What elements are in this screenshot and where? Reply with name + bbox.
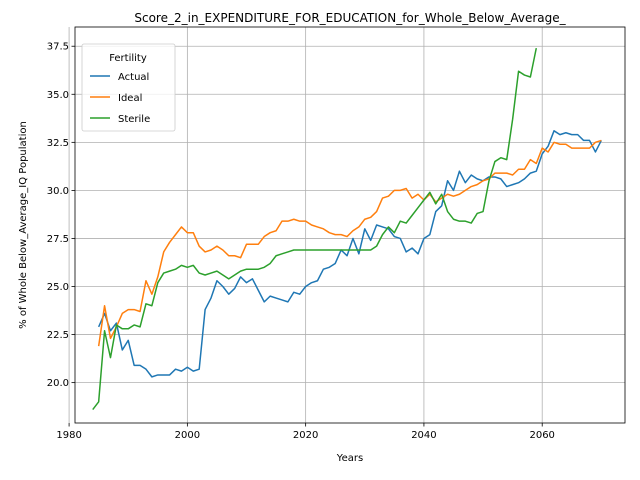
y-tick-label: 37.5 <box>47 42 69 53</box>
y-tick-label: 32.5 <box>47 138 69 149</box>
legend-box <box>81 43 176 132</box>
y-tick-label: 27.5 <box>47 234 69 245</box>
y-tick-label: 20.0 <box>47 378 69 389</box>
y-axis-label: % of Whole Below_Average_IQ Population <box>18 121 29 329</box>
series-lines <box>92 47 603 410</box>
legend-title: Fertility <box>109 53 147 64</box>
grid-lines <box>68 27 625 423</box>
y-tick-label: 22.5 <box>47 330 69 341</box>
x-tick-label: 2040 <box>411 430 436 441</box>
series-line-ideal <box>97 139 602 347</box>
legend-label-actual: Actual <box>118 72 149 83</box>
y-tick-label: 25.0 <box>47 282 69 293</box>
series-line-actual <box>97 130 603 378</box>
y-tick-label: 30.0 <box>47 186 69 197</box>
x-tick-label: 2060 <box>529 430 554 441</box>
y-axis-ticks: 20.0 22.5 25.0 27.5 30.0 32.5 35.0 37.5 <box>47 42 75 389</box>
x-tick-label: 1980 <box>56 430 81 441</box>
series-line-sterile <box>92 47 538 410</box>
x-axis-label: Years <box>336 453 363 464</box>
x-axis-ticks: 1980 2000 2020 2040 2060 <box>56 423 555 441</box>
x-tick-label: 2000 <box>175 430 200 441</box>
chart-title: Score_2_in_EXPENDITURE_FOR_EDUCATION_for… <box>134 11 566 25</box>
legend: Fertility Actual Ideal Sterile <box>81 43 176 132</box>
plot-frame <box>74 26 626 424</box>
x-tick-label: 2020 <box>293 430 318 441</box>
legend-label-ideal: Ideal <box>118 93 142 104</box>
legend-label-sterile: Sterile <box>118 114 150 125</box>
y-tick-label: 35.0 <box>47 90 69 101</box>
